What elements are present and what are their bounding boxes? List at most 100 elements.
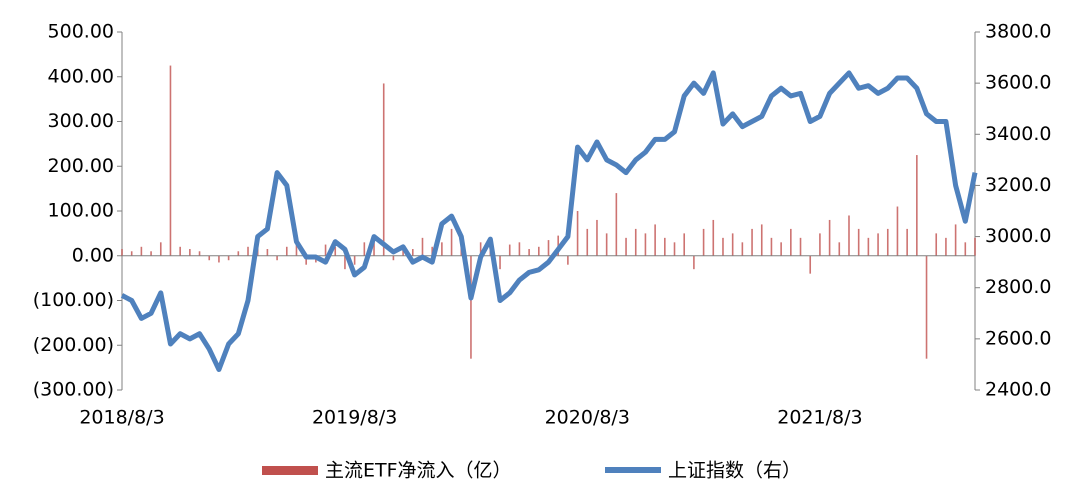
y2-tick-label: 3400.0 bbox=[985, 123, 1051, 145]
bar bbox=[528, 249, 530, 256]
bar bbox=[664, 237, 666, 256]
bar bbox=[683, 233, 686, 256]
bar bbox=[538, 246, 540, 256]
bar bbox=[479, 242, 482, 256]
bar bbox=[848, 215, 850, 256]
bar bbox=[906, 228, 908, 256]
bar bbox=[828, 219, 831, 256]
bar bbox=[741, 242, 744, 256]
bar bbox=[247, 246, 249, 256]
bar bbox=[702, 228, 705, 256]
bar bbox=[760, 224, 763, 256]
bar bbox=[751, 228, 753, 256]
bar bbox=[819, 233, 821, 256]
bar bbox=[567, 255, 569, 265]
x-tick-label: 2018/8/3 bbox=[79, 407, 164, 429]
bar bbox=[673, 242, 676, 256]
bar bbox=[227, 255, 230, 261]
bar bbox=[198, 251, 201, 256]
bar bbox=[877, 233, 879, 256]
bar bbox=[644, 233, 647, 256]
bar bbox=[799, 237, 802, 256]
x-tick-label: 2021/8/3 bbox=[777, 407, 862, 429]
y-tick-label: 0.00 bbox=[72, 244, 114, 266]
bar bbox=[499, 255, 501, 270]
bar bbox=[508, 244, 511, 256]
y2-tick-label: 2400.0 bbox=[985, 379, 1051, 401]
bar bbox=[324, 244, 327, 256]
bar bbox=[634, 228, 637, 256]
bar bbox=[693, 255, 695, 270]
y-tick-label: 100.00 bbox=[48, 200, 114, 222]
y-tick-label: 400.00 bbox=[48, 65, 114, 87]
bar bbox=[431, 246, 433, 256]
bar bbox=[925, 255, 928, 359]
bar bbox=[334, 246, 337, 256]
bar bbox=[450, 228, 453, 256]
y-tick-label: (100.00) bbox=[33, 289, 114, 311]
bar bbox=[712, 219, 715, 256]
y-tick-label: 300.00 bbox=[48, 110, 114, 132]
bar bbox=[179, 246, 181, 256]
bar bbox=[169, 65, 172, 256]
bar bbox=[596, 219, 598, 256]
bar bbox=[838, 242, 841, 256]
bar bbox=[411, 249, 414, 256]
bar bbox=[353, 255, 356, 265]
bar bbox=[344, 255, 346, 270]
bar bbox=[605, 233, 608, 256]
y2-tick-label: 2600.0 bbox=[985, 327, 1051, 349]
bar bbox=[237, 251, 240, 256]
bar bbox=[770, 237, 773, 256]
bar bbox=[121, 249, 123, 256]
x-tick-label: 2019/8/3 bbox=[312, 407, 397, 429]
bar bbox=[441, 242, 443, 256]
bar bbox=[382, 83, 385, 256]
index-line bbox=[120, 70, 978, 373]
bar bbox=[974, 237, 976, 256]
y2-tick-label: 3600.0 bbox=[985, 72, 1051, 94]
bar bbox=[790, 228, 792, 256]
y-tick-label: (300.00) bbox=[33, 379, 114, 401]
bar bbox=[731, 233, 734, 256]
bar bbox=[857, 228, 860, 256]
bar bbox=[547, 240, 550, 256]
bar bbox=[276, 255, 278, 261]
bar bbox=[373, 242, 375, 256]
bar bbox=[208, 255, 211, 261]
bar bbox=[945, 237, 947, 256]
bar bbox=[421, 237, 424, 256]
bar bbox=[935, 233, 938, 256]
bar bbox=[266, 249, 269, 256]
bar bbox=[189, 249, 191, 256]
y-tick-label: 500.00 bbox=[48, 21, 114, 43]
bar bbox=[722, 237, 724, 256]
bar bbox=[576, 211, 579, 256]
bar bbox=[218, 255, 220, 263]
bar bbox=[780, 242, 782, 256]
y-tick-label: (200.00) bbox=[33, 334, 114, 356]
bar bbox=[140, 246, 143, 256]
bar bbox=[518, 242, 521, 256]
bar bbox=[305, 255, 307, 265]
y2-tick-label: 3200.0 bbox=[985, 174, 1051, 196]
legend-label: 上证指数（右） bbox=[668, 460, 801, 482]
bar bbox=[964, 242, 967, 256]
legend-label: 主流ETF净流入（亿） bbox=[325, 460, 512, 482]
bar bbox=[654, 224, 656, 256]
bar bbox=[586, 228, 589, 256]
bar bbox=[150, 251, 152, 256]
bar bbox=[363, 242, 366, 256]
bar bbox=[886, 228, 889, 256]
bar bbox=[159, 242, 162, 256]
y2-tick-label: 2800.0 bbox=[985, 276, 1051, 298]
x-tick-label: 2020/8/3 bbox=[545, 407, 630, 429]
bar bbox=[470, 255, 472, 359]
bar bbox=[809, 255, 812, 274]
bar bbox=[896, 206, 899, 256]
bar bbox=[916, 155, 918, 256]
y2-tick-label: 3000.0 bbox=[985, 225, 1051, 247]
bar bbox=[615, 193, 618, 256]
y2-tick-label: 3800.0 bbox=[985, 21, 1051, 43]
